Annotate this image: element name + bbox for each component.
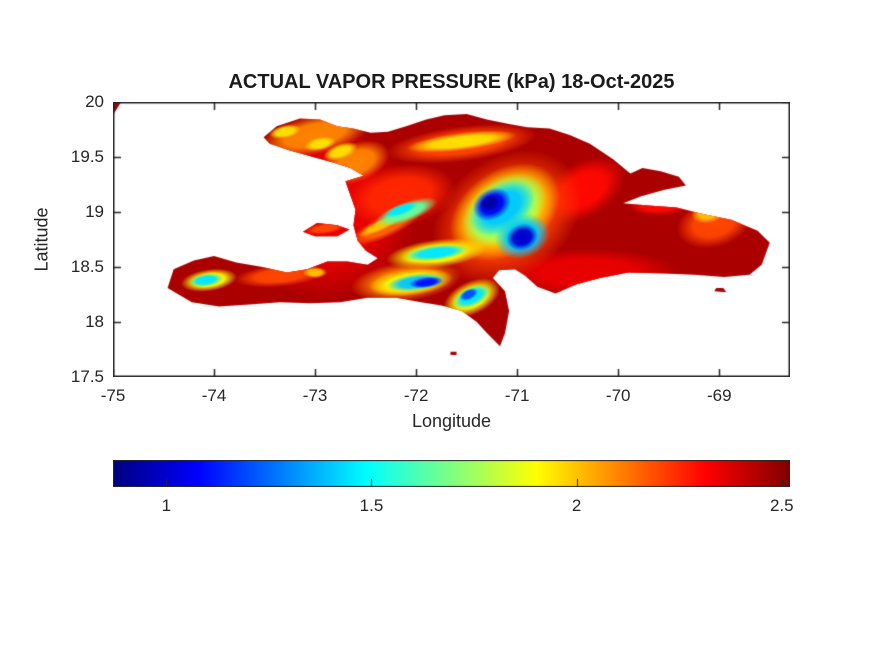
y-tick-label: 18 xyxy=(85,312,104,331)
x-tick-label: -75 xyxy=(100,386,126,405)
colorbar-tick-label: 1.5 xyxy=(359,496,384,515)
x-tick-label: -73 xyxy=(302,386,328,405)
y-tick-label: 20 xyxy=(85,92,104,111)
colorbar-tick-label: 2 xyxy=(571,496,582,515)
colorbar-tick-label: 1 xyxy=(161,496,172,515)
x-tick-label: -71 xyxy=(504,386,530,405)
colorbar-gradient-canvas xyxy=(113,460,790,487)
hispaniola-heatmap-canvas xyxy=(113,102,790,377)
x-tick-label: -72 xyxy=(403,386,429,405)
x-tick-label: -69 xyxy=(706,386,732,405)
colorbar-tick-label: 2.5 xyxy=(769,496,794,515)
y-tick-label: 19.5 xyxy=(70,147,104,166)
x-axis-label: Longitude xyxy=(411,411,492,431)
y-tick-label: 18.5 xyxy=(70,257,104,276)
y-tick-label: 19 xyxy=(85,202,104,221)
chart-title: ACTUAL VAPOR PRESSURE (kPa) 18-Oct-2025 xyxy=(228,71,675,93)
x-tick-label: -70 xyxy=(605,386,631,405)
x-tick-label: -74 xyxy=(201,386,227,405)
y-tick-label: 17.5 xyxy=(70,367,104,386)
y-axis-label: Latitude xyxy=(31,207,52,272)
